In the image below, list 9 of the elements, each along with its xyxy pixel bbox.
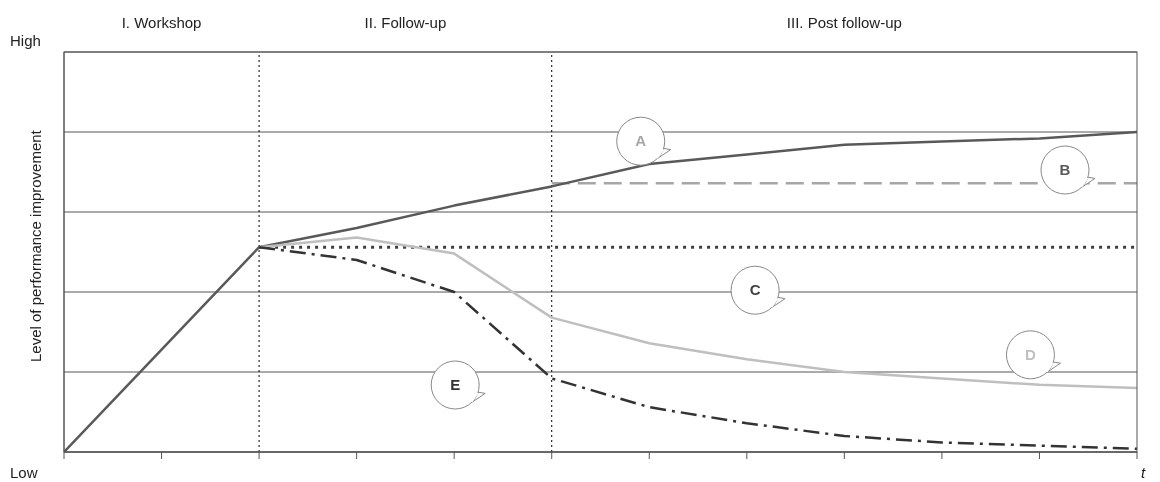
y-axis-title: Level of performance improvement bbox=[27, 129, 45, 362]
text: II. Follow-up bbox=[364, 14, 447, 31]
x-axis-title: t bbox=[1141, 464, 1146, 481]
text: High bbox=[10, 32, 41, 49]
text: I. Workshop bbox=[121, 14, 202, 31]
text: III. Post follow-up bbox=[786, 14, 902, 31]
series-label: D bbox=[1025, 345, 1037, 363]
text: Low bbox=[10, 464, 38, 481]
series-label: B bbox=[1059, 161, 1071, 178]
